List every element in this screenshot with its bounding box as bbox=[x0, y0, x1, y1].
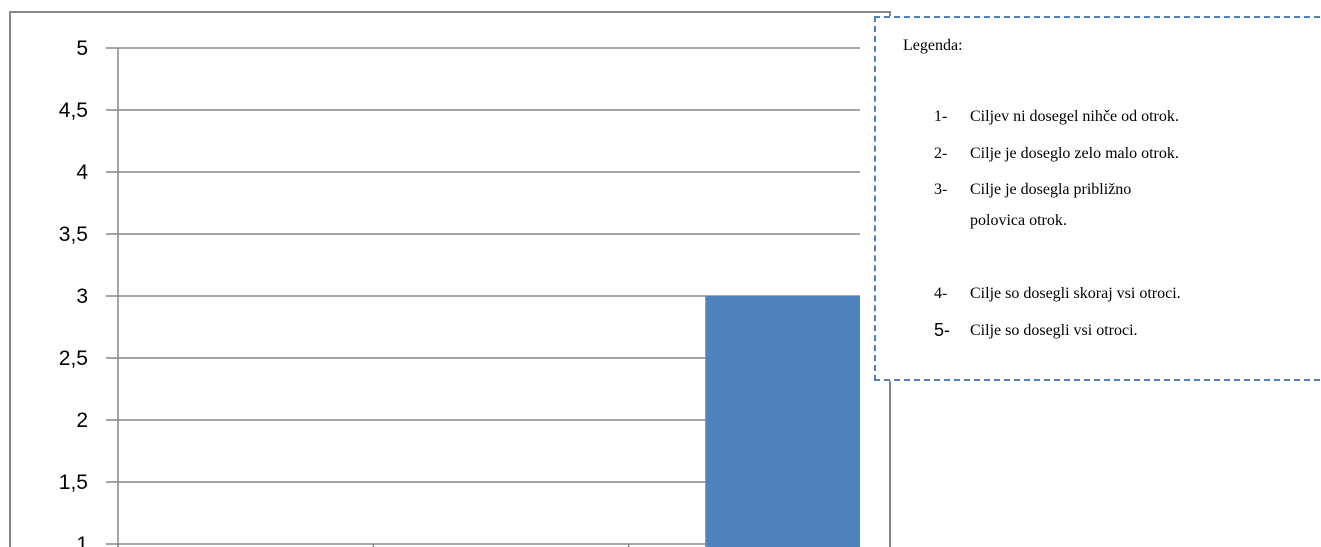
legend-list: 1- Ciljev ni dosegel nihče od otrok. 2- … bbox=[876, 18, 1320, 379]
legend-item-text: Cilje je doseglo zelo malo otrok. bbox=[970, 145, 1179, 162]
legend-item-number: 3- bbox=[934, 181, 948, 198]
legend-box: Legenda: 1- Ciljev ni dosegel nihče od o… bbox=[874, 16, 1320, 381]
bars bbox=[705, 296, 860, 547]
legend-item-number: 2- bbox=[934, 145, 948, 162]
y-tick-label: 5 bbox=[76, 37, 88, 60]
legend-item-number: 1- bbox=[934, 108, 948, 125]
y-tick-label: 1,5 bbox=[59, 471, 88, 494]
y-tick-labels: 1 1,5 2 2,5 3 3,5 4 4,5 5 bbox=[59, 37, 89, 547]
gridlines bbox=[106, 47, 860, 545]
axes bbox=[117, 48, 630, 547]
legend-title: Legenda: bbox=[903, 37, 963, 54]
legend-item-text: Cilje je dosegla približno polovica otro… bbox=[970, 181, 1132, 229]
y-tick-label: 3 bbox=[76, 285, 88, 308]
y-tick-label: 3,5 bbox=[59, 223, 88, 246]
y-tick-label: 4 bbox=[76, 161, 88, 184]
y-tick-label: 4,5 bbox=[59, 99, 88, 122]
legend-item-number: 5- bbox=[934, 320, 951, 340]
legend-item-number: 4- bbox=[934, 285, 948, 302]
legend-item-text: Ciljev ni dosegel nihče od otrok. bbox=[970, 108, 1179, 125]
y-tick-label: 2,5 bbox=[59, 347, 88, 370]
y-tick-label: 1 bbox=[76, 533, 88, 547]
y-tick-label: 2 bbox=[76, 409, 88, 432]
bar bbox=[705, 296, 860, 547]
legend-item-text: Cilje so dosegli skoraj vsi otroci. bbox=[970, 285, 1181, 302]
legend-item-text: Cilje so dosegli vsi otroci. bbox=[970, 322, 1138, 339]
